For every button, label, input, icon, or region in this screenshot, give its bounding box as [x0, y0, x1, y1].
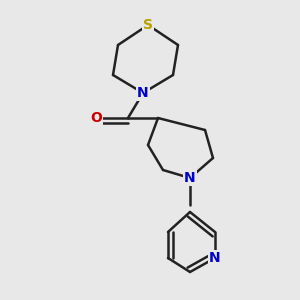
Text: N: N — [209, 251, 221, 265]
Text: N: N — [137, 86, 149, 100]
Text: S: S — [143, 18, 153, 32]
Text: O: O — [90, 111, 102, 125]
Text: N: N — [184, 171, 196, 185]
